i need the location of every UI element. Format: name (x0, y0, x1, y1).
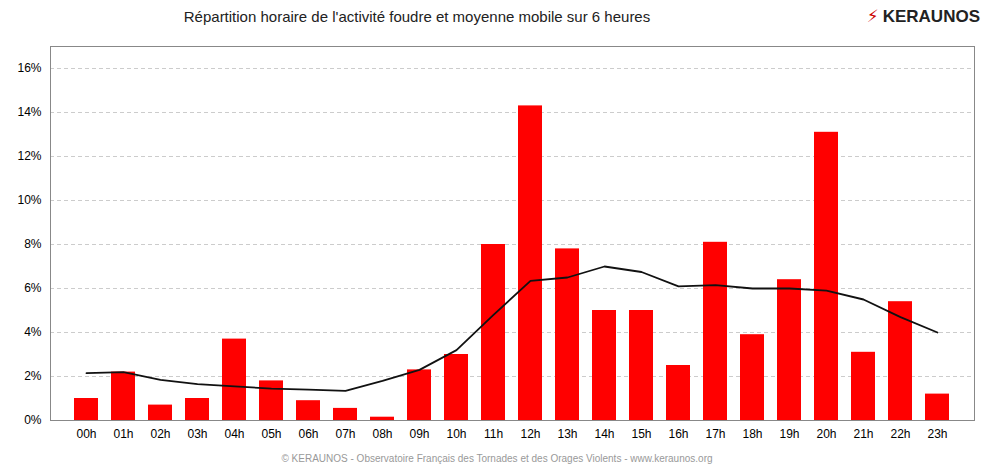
svg-text:19h: 19h (779, 427, 799, 441)
svg-text:2%: 2% (24, 369, 42, 383)
svg-text:12%: 12% (17, 149, 41, 163)
svg-text:14%: 14% (17, 105, 41, 119)
svg-text:21h: 21h (853, 427, 873, 441)
svg-text:16%: 16% (17, 61, 41, 75)
svg-text:03h: 03h (187, 427, 207, 441)
svg-text:22h: 22h (890, 427, 910, 441)
svg-text:01h: 01h (113, 427, 133, 441)
svg-text:00h: 00h (76, 427, 96, 441)
svg-text:10h: 10h (446, 427, 466, 441)
svg-text:18h: 18h (742, 427, 762, 441)
svg-text:07h: 07h (335, 427, 355, 441)
svg-text:6%: 6% (24, 281, 42, 295)
svg-text:8%: 8% (24, 237, 42, 251)
svg-text:14h: 14h (594, 427, 614, 441)
svg-text:10%: 10% (17, 193, 41, 207)
html-text:Répartition horaire de l'activ: Répartition horaire de l'activité foudre… (183, 8, 651, 25)
svg-text:08h: 08h (372, 427, 392, 441)
svg-text:04h: 04h (224, 427, 244, 441)
svg-text:13h: 13h (557, 427, 577, 441)
svg-text:09h: 09h (409, 427, 429, 441)
svg-text:05h: 05h (261, 427, 281, 441)
svg-text:23h: 23h (927, 427, 947, 441)
svg-text:12h: 12h (520, 427, 540, 441)
html-text:⚡ KERAUNOS: ⚡ KERAUNOS (866, 7, 980, 26)
svg-text:06h: 06h (298, 427, 318, 441)
svg-text:20h: 20h (816, 427, 836, 441)
svg-text:17h: 17h (705, 427, 725, 441)
html-text:© KERAUNOS - Observatoire Fran: © KERAUNOS - Observatoire Français des T… (281, 453, 713, 464)
svg-text:11h: 11h (484, 427, 503, 441)
svg-text:02h: 02h (150, 427, 170, 441)
svg-text:16h: 16h (668, 427, 688, 441)
svg-text:15h: 15h (631, 427, 651, 441)
svg-text:4%: 4% (24, 325, 42, 339)
svg-text:0%: 0% (24, 413, 42, 427)
